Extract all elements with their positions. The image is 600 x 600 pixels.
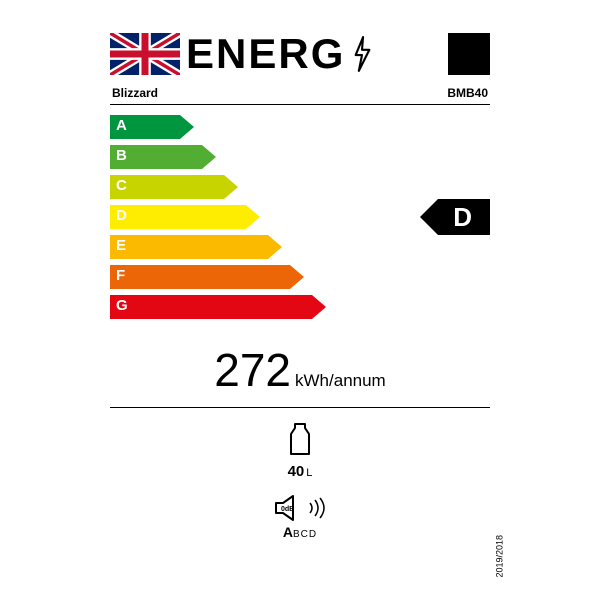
svg-text:0dB: 0dB: [281, 506, 294, 513]
bottle-icon: [287, 422, 313, 456]
meta-row: Blizzard BMB40: [110, 86, 490, 100]
scale-letter: C: [116, 177, 127, 194]
noise-class-bold: A: [283, 524, 293, 540]
uk-flag-icon: [110, 33, 180, 75]
scale-row-g: G: [110, 295, 326, 319]
scale-row-e: E: [110, 235, 282, 259]
scale-letter: E: [116, 237, 126, 254]
scale-row-a: A: [110, 115, 194, 139]
qr-code-icon: [448, 33, 490, 75]
energy-label: ENERG Blizzard BMB40 ABCDEFGD: [110, 30, 490, 540]
scale-letter: A: [116, 117, 127, 134]
energy-title: ENERG: [186, 30, 345, 78]
brand-name: Blizzard: [112, 86, 158, 100]
specs-section: 40L 0dB ABCD: [110, 422, 490, 540]
scale-row-c: C: [110, 175, 238, 199]
divider-bottom: [110, 407, 490, 408]
scale-letter: D: [116, 207, 127, 224]
scale-letter: F: [116, 267, 125, 284]
scale-letter: B: [116, 147, 127, 164]
volume-value: 40: [288, 463, 305, 480]
speaker-icon: 0dB: [274, 494, 304, 522]
volume-text: 40L: [287, 463, 313, 480]
volume-spec: 40L: [287, 422, 313, 480]
regulation-number: 2019/2018: [495, 535, 505, 578]
noise-class: ABCD: [274, 524, 326, 540]
volume-unit: L: [306, 467, 312, 479]
scale-row-f: F: [110, 265, 304, 289]
model-number: BMB40: [447, 86, 488, 100]
noise-class-rest: BCD: [293, 529, 317, 540]
noise-unit: dB: [285, 506, 294, 513]
scale-row-b: B: [110, 145, 216, 169]
scale-row-d: D: [110, 205, 260, 229]
kwh-value: 272: [214, 344, 291, 396]
rating-letter: D: [453, 202, 472, 233]
sound-waves-icon: [308, 497, 326, 519]
noise-spec: 0dB ABCD: [274, 484, 326, 540]
header-row: ENERG: [110, 30, 490, 78]
consumption-row: 272kWh/annum: [110, 343, 490, 397]
lightning-icon: [351, 35, 373, 73]
scale-letter: G: [116, 297, 128, 314]
efficiency-scale: ABCDEFGD: [110, 115, 490, 325]
kwh-unit: kWh/annum: [295, 371, 386, 390]
divider-top: [110, 104, 490, 105]
